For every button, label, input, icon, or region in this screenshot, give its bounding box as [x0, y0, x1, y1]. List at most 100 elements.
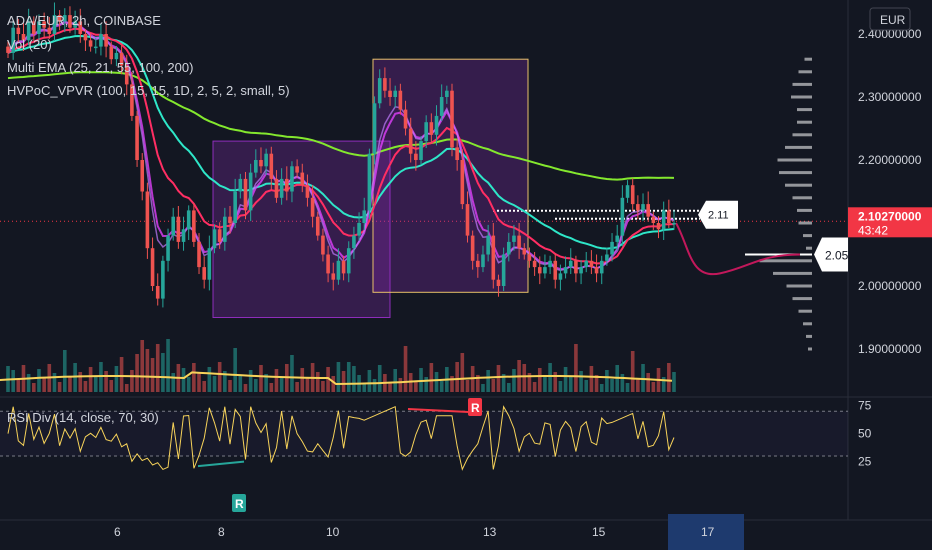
- rsi-bearish-label: R: [471, 401, 480, 415]
- candle-body: [331, 273, 336, 280]
- candle-body: [243, 178, 248, 211]
- volume-bar: [331, 376, 336, 392]
- candle-body: [192, 210, 196, 242]
- candle-body: [6, 46, 10, 53]
- candle-body: [145, 191, 150, 249]
- volume-bar: [135, 354, 139, 392]
- candle-body: [403, 109, 408, 129]
- candle-body: [228, 216, 232, 223]
- currency-button: [869, 7, 911, 31]
- volume-bar: [610, 379, 614, 392]
- candle-body: [656, 223, 661, 230]
- volume-bar: [450, 376, 454, 392]
- candle-body: [78, 21, 83, 34]
- volume-bar: [197, 372, 201, 392]
- volume-profile-bar: [792, 196, 812, 200]
- candle-body: [450, 90, 454, 148]
- candle-body: [352, 235, 356, 249]
- volume-bar: [522, 364, 527, 392]
- volume-bar: [300, 368, 305, 392]
- volume-bar: [269, 383, 274, 392]
- volume-profile-bar: [785, 145, 812, 149]
- volume-bar: [26, 374, 31, 392]
- volume-bar: [57, 382, 62, 392]
- volume-bar: [228, 380, 232, 392]
- candle-body: [346, 248, 351, 274]
- volume-bar: [553, 372, 558, 392]
- volume-bar: [321, 381, 325, 392]
- indicator-legend-vol[interactable]: Vol (20): [7, 37, 52, 52]
- volume-bar: [186, 377, 191, 392]
- volume-bar: [625, 383, 630, 392]
- volume-profile-bar: [792, 297, 812, 301]
- indicator-legend-multi-ema[interactable]: Multi EMA (25, 21, 55, 100, 200): [7, 60, 194, 75]
- volume-bar: [455, 362, 459, 392]
- candle-body: [362, 210, 367, 223]
- candle-body: [496, 279, 501, 286]
- candle-body: [476, 260, 480, 268]
- volume-bar: [341, 371, 346, 392]
- volume-bar: [119, 357, 124, 392]
- candle-body: [584, 260, 589, 268]
- candle-body: [589, 260, 594, 268]
- volume-profile-bar: [798, 309, 812, 313]
- candle-body: [610, 241, 614, 255]
- volume-bar: [161, 353, 165, 392]
- candle-body: [223, 216, 227, 242]
- candle-body: [197, 241, 201, 268]
- volume-bar: [181, 368, 186, 392]
- candle-body: [620, 197, 625, 236]
- volume-bar: [651, 382, 656, 392]
- time-tick-label: 6: [114, 525, 121, 539]
- volume-bar: [62, 350, 67, 392]
- volume-bar: [543, 377, 547, 392]
- candle-body: [42, 21, 46, 28]
- price-tick-label: 2.00000000: [858, 279, 922, 293]
- volume-bar: [636, 378, 640, 392]
- volume-bar: [589, 366, 594, 392]
- volume-bar: [223, 371, 227, 392]
- volume-bar: [68, 377, 72, 392]
- volume-bar: [155, 344, 160, 392]
- volume-bar: [558, 381, 563, 392]
- candle-body: [21, 34, 26, 41]
- volume-profile-bar: [798, 221, 812, 225]
- volume-bar: [254, 379, 258, 392]
- rsi-band: [0, 411, 848, 456]
- candle-body: [470, 235, 475, 261]
- volume-bar: [537, 368, 542, 392]
- volume-bar: [620, 374, 625, 392]
- candle-body: [336, 260, 341, 280]
- volume-bar: [439, 381, 444, 392]
- volume-bar: [264, 374, 268, 392]
- ema-100-line: [7, 34, 675, 250]
- volume-bar: [414, 382, 418, 392]
- volume-bar: [42, 378, 46, 392]
- volume-profile-bar: [806, 334, 812, 338]
- volume-bar: [336, 362, 341, 392]
- volume-profile-bar: [803, 234, 812, 238]
- candle-body: [383, 78, 387, 91]
- ema-55-line: [7, 27, 675, 265]
- volume-bar: [202, 381, 206, 392]
- volume-bar: [563, 367, 568, 392]
- volume-bar: [207, 367, 212, 392]
- candle-body: [672, 223, 676, 225]
- candle-body: [150, 248, 155, 286]
- volume-bar: [145, 349, 150, 392]
- volume-bar: [16, 379, 21, 392]
- candle-body: [186, 210, 191, 230]
- indicator-legend-rsi[interactable]: RSI Div (14, close, 70, 30): [7, 410, 159, 425]
- volume-bar: [605, 370, 609, 392]
- symbol-legend[interactable]: ADA/EUR, 2h, COINBASE: [7, 13, 161, 28]
- candle-body: [641, 204, 645, 211]
- candle-body: [161, 260, 165, 299]
- volume-bar: [171, 373, 176, 392]
- volume-bar: [460, 353, 465, 392]
- indicator-legend-hvpoc[interactable]: HVPoC_VPVR (100, 15, 15, 1D, 2, 5, 2, sm…: [7, 83, 290, 98]
- candle-body: [68, 15, 72, 28]
- candle-body: [455, 147, 459, 160]
- volume-ma-line: [0, 371, 673, 386]
- ema-25-line: [7, 21, 675, 271]
